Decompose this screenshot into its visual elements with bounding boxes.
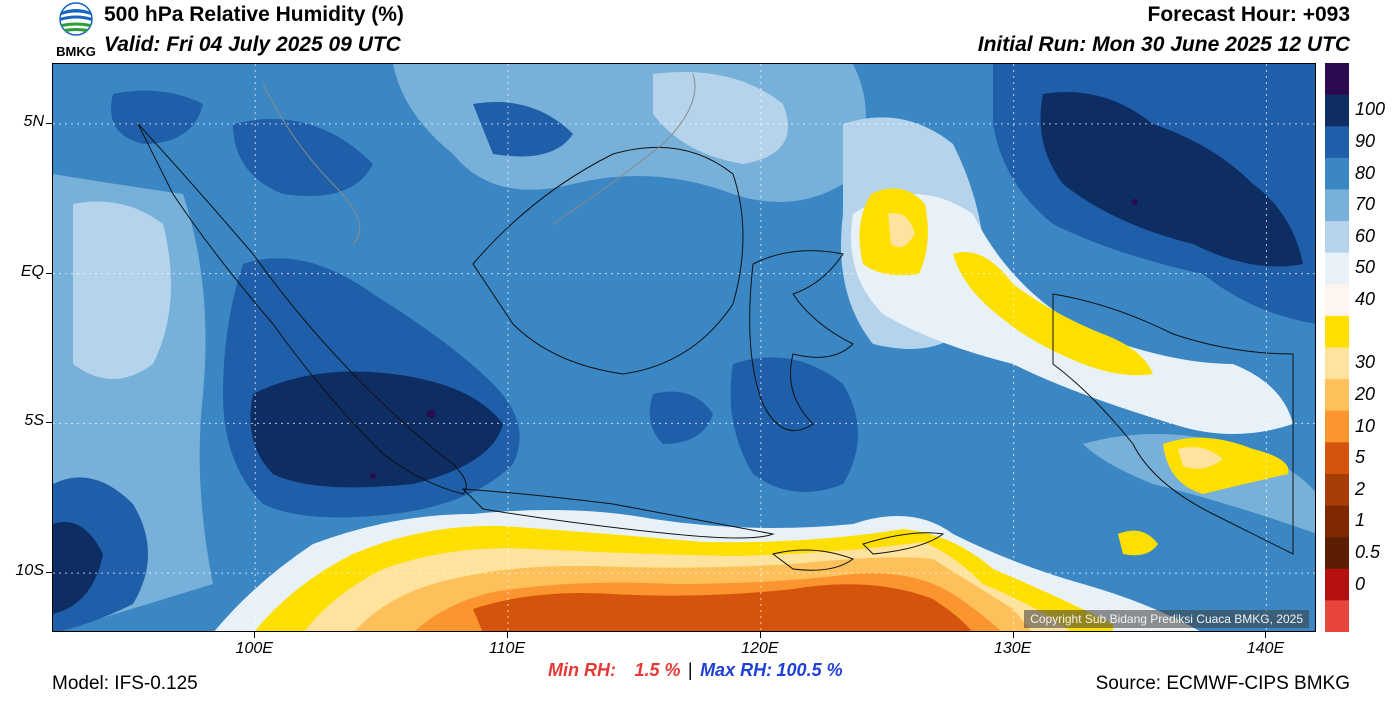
x-tick-label: 130E — [993, 640, 1032, 657]
x-tick-label: 110E — [488, 640, 526, 657]
x-tick-mark — [759, 632, 761, 638]
colorbar-label: 70 — [1355, 194, 1376, 215]
colorbar-label: 5 — [1355, 447, 1366, 468]
colorbar-label: 2 — [1355, 478, 1366, 499]
colorbar-swatch — [1325, 442, 1349, 475]
max-rh-label: Max RH: — [700, 660, 773, 680]
colorbar-swatch — [1325, 221, 1349, 254]
colorbar-label: 1 — [1355, 510, 1366, 531]
y-tick-label: 10S — [15, 562, 44, 580]
y-tick-mark — [46, 272, 52, 274]
colorbar — [1325, 63, 1349, 633]
colorbar-label: 0 — [1355, 573, 1366, 594]
colorbar-swatch — [1325, 94, 1349, 127]
x-tick-label: 120E — [741, 640, 779, 657]
x-tick-label: 140E — [1246, 640, 1285, 657]
colorbar-swatch — [1325, 157, 1349, 190]
forecast-hour: Forecast Hour: +093 — [1147, 3, 1351, 26]
colorbar-label: 40 — [1355, 289, 1376, 310]
y-tick-label: EQ — [20, 262, 44, 280]
colorbar-swatches — [1325, 63, 1349, 633]
model-label: Model: IFS-0.125 — [52, 673, 198, 694]
humidity-field — [53, 64, 1315, 631]
x-tick-mark — [507, 632, 509, 638]
y-tick-mark — [46, 422, 52, 424]
max-rh-value: 100.5 % — [776, 660, 843, 680]
colorbar-label: 80 — [1355, 162, 1376, 183]
y-tick-mark — [46, 572, 52, 574]
source-label: Source: ECMWF-CIPS BMKG — [1095, 673, 1350, 694]
colorbar-label: 10 — [1355, 415, 1376, 436]
valid-time: Valid: Fri 04 July 2025 09 UTC — [104, 33, 401, 56]
colorbar-swatch — [1325, 347, 1349, 380]
bmkg-logo-icon — [59, 2, 93, 36]
copyright-notice: Copyright Sub Bidang Prediksi Cuaca BMKG… — [1024, 610, 1309, 628]
logo-text: BMKG — [56, 44, 96, 59]
colorbar-swatch — [1325, 473, 1349, 507]
x-tick-label: 100E — [235, 640, 273, 657]
rh-stats: Min RH: 1.5 % | Max RH: 100.5 % — [548, 660, 843, 681]
colorbar-label: 100 — [1355, 99, 1386, 120]
coastlines — [137, 123, 1294, 571]
colorbar-label: 30 — [1355, 352, 1376, 373]
x-tick-mark — [1012, 632, 1014, 638]
humidity-map: Copyright Sub Bidang Prediksi Cuaca BMKG… — [52, 63, 1316, 632]
colorbar-label: 0.5 — [1355, 541, 1381, 562]
y-tick-label: 5S — [24, 412, 44, 430]
colorbar-swatch — [1325, 284, 1349, 317]
bmkg-logo: BMKG — [52, 2, 100, 60]
colorbar-swatch — [1325, 189, 1349, 222]
colorbar-label: 20 — [1355, 383, 1376, 404]
x-tick-mark — [254, 632, 256, 638]
colorbar-label: 90 — [1355, 131, 1376, 152]
map-title: 500 hPa Relative Humidity (%) — [104, 3, 404, 26]
min-rh-label: Min RH: — [548, 660, 616, 680]
stats-separator: | — [687, 660, 693, 680]
colorbar-label: 50 — [1355, 257, 1376, 278]
colorbar-swatch — [1325, 568, 1349, 601]
colorbar-swatch — [1325, 505, 1349, 538]
x-tick-mark — [1265, 632, 1267, 638]
colorbar-swatch — [1325, 252, 1349, 285]
colorbar-swatch — [1325, 537, 1349, 570]
y-tick-label: 5N — [23, 112, 44, 130]
colorbar-swatch — [1325, 379, 1349, 412]
min-rh-value: 1.5 % — [634, 660, 681, 680]
y-tick-mark — [46, 122, 52, 124]
colorbar-label: 60 — [1355, 225, 1376, 246]
colorbar-swatch — [1325, 126, 1349, 159]
colorbar-swatch — [1325, 315, 1349, 348]
initial-run: Initial Run: Mon 30 June 2025 12 UTC — [977, 33, 1350, 56]
colorbar-swatch — [1325, 63, 1349, 96]
colorbar-swatch — [1325, 410, 1349, 443]
colorbar-swatch — [1325, 600, 1349, 633]
